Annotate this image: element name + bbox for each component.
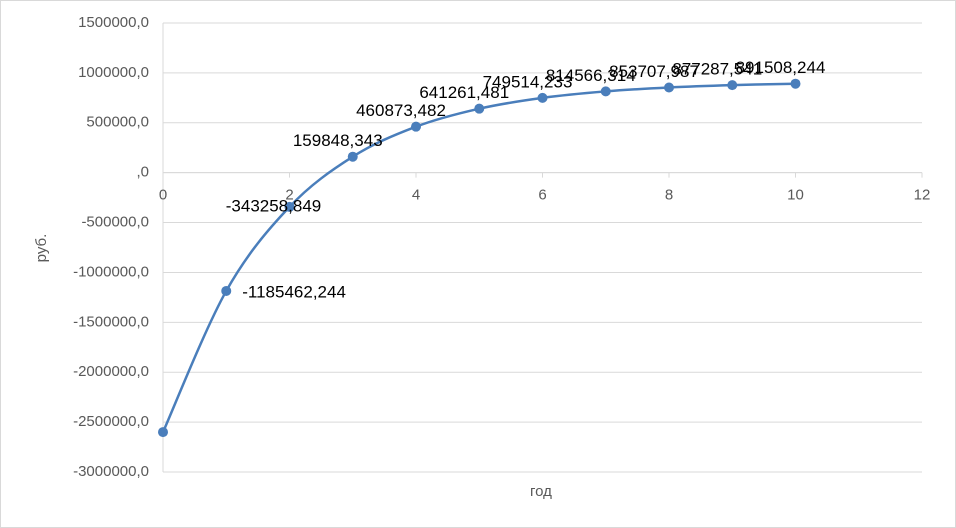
x-tick-label: 6 xyxy=(538,187,546,204)
y-tick-label: -3000000,0 xyxy=(73,463,149,480)
y-tick-label: ,0 xyxy=(136,164,149,181)
data-label: 877287,541 xyxy=(672,60,762,79)
y-tick-label: -500000,0 xyxy=(81,214,149,231)
data-label: -343258,849 xyxy=(226,196,321,215)
data-label: 159848,343 xyxy=(293,131,383,150)
data-point xyxy=(600,86,611,97)
data-label: 853707,987 xyxy=(609,62,699,81)
y-tick-label: -2000000,0 xyxy=(73,363,149,380)
data-label: 641261,481 xyxy=(419,83,509,102)
y-tick-label: 500000,0 xyxy=(86,114,149,131)
data-point xyxy=(411,121,421,132)
data-label: 891508,244 xyxy=(736,58,826,77)
y-axis-title: руб. xyxy=(33,234,50,263)
x-axis-title: год xyxy=(530,483,552,500)
data-label: 749514,233 xyxy=(483,72,573,91)
data-point xyxy=(221,285,232,296)
y-tick-label: 1500000,0 xyxy=(78,14,149,31)
x-tick-label: 2 xyxy=(285,187,293,204)
x-tick-label: 10 xyxy=(787,187,804,204)
data-point xyxy=(537,92,548,103)
x-tick-label: 4 xyxy=(412,187,420,204)
data-label: 460873,482 xyxy=(356,101,446,120)
data-point xyxy=(790,78,801,89)
data-point xyxy=(664,82,674,93)
data-point xyxy=(474,103,485,114)
data-point xyxy=(347,151,358,162)
x-tick-label: 12 xyxy=(914,187,931,204)
y-tick-label: -1000000,0 xyxy=(73,263,149,280)
data-point xyxy=(158,427,168,438)
x-tick-label: 0 xyxy=(159,187,167,204)
data-point xyxy=(727,80,738,91)
data-label: -1185462,244 xyxy=(242,282,346,301)
data-label: 814566,314 xyxy=(546,66,636,85)
data-point xyxy=(284,201,295,212)
y-tick-label: -1500000,0 xyxy=(73,313,149,330)
x-tick-label: 8 xyxy=(665,187,673,204)
y-tick-label: 1000000,0 xyxy=(78,64,149,81)
y-tick-label: -2500000,0 xyxy=(73,413,149,430)
